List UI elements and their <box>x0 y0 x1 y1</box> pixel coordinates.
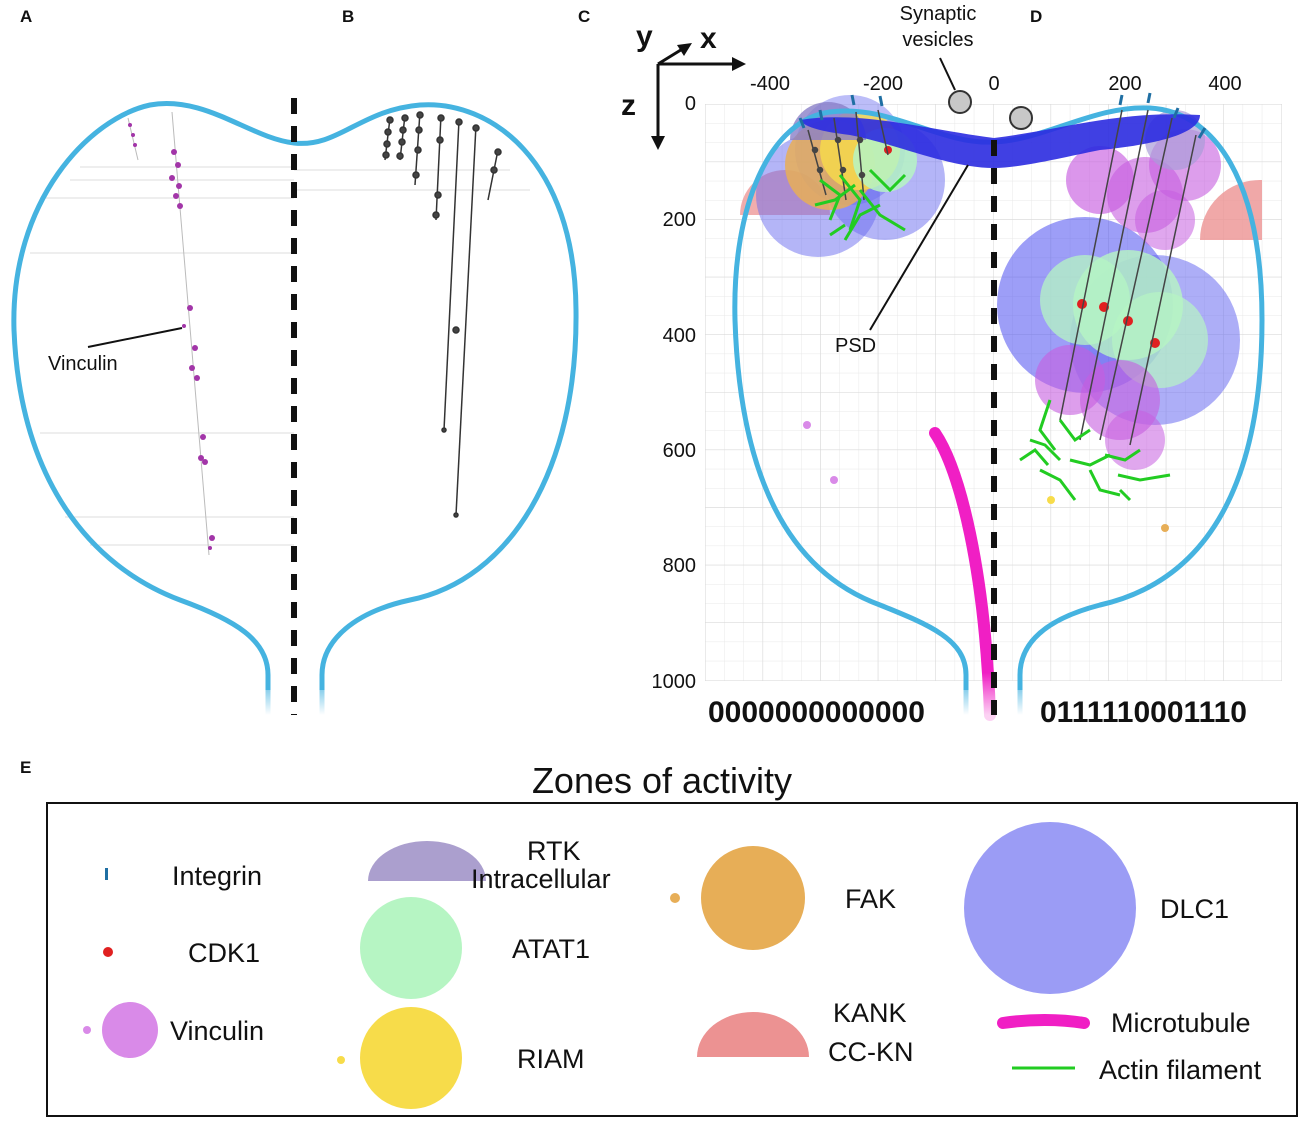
free-vinculin-dot <box>803 421 811 429</box>
panel-c-d-group: C D x y z -400 -200 0 200 400 0 200 <box>578 3 1290 729</box>
vesicle-pointer-line <box>939 57 956 91</box>
legend-actin-label: Actin filament <box>1099 1055 1262 1085</box>
x-tick: -200 <box>863 73 903 95</box>
legend-fak-swatch <box>701 846 805 950</box>
panel-c-letter: C <box>578 7 590 26</box>
legend-integrin-label: Integrin <box>172 861 262 891</box>
panel-a-b-group: A B <box>11 7 579 718</box>
legend-rtk-label-1: RTK <box>527 836 581 866</box>
legend-vinculin-small-swatch <box>83 1026 91 1034</box>
psd-label: PSD <box>835 335 876 357</box>
psd-band <box>800 114 1200 168</box>
legend-cdk1-swatch <box>103 947 113 957</box>
legend-kank-label-1: KANK <box>833 998 907 1028</box>
legend-vinculin-label: Vinculin <box>170 1016 264 1046</box>
microtubule <box>929 427 996 721</box>
synaptic-label-line1: Synaptic <box>900 3 977 25</box>
z-tick: 800 <box>663 555 696 577</box>
axes-indicator <box>651 43 746 150</box>
legend-riam-small-swatch <box>337 1056 345 1064</box>
legend-dlc1-swatch <box>964 822 1136 994</box>
x-tick-labels: -400 -200 0 200 400 <box>750 73 1242 95</box>
panel-d-filaments <box>1059 109 1197 446</box>
panel-a-letter: A <box>20 7 32 26</box>
legend-riam-swatch <box>360 1007 462 1109</box>
y-axis-label: y <box>636 20 653 53</box>
panel-c-binary-code: 0000000000000 <box>708 696 925 729</box>
legend-vinculin-swatch <box>102 1002 158 1058</box>
x-tick: 200 <box>1108 73 1141 95</box>
z-tick: 600 <box>663 440 696 462</box>
synaptic-vesicle <box>948 90 972 114</box>
x-tick: -400 <box>750 73 790 95</box>
x-tick: 0 <box>988 73 999 95</box>
x-tick: 400 <box>1208 73 1241 95</box>
legend-box <box>46 802 1298 1117</box>
panel-c-actin <box>814 168 907 241</box>
legend-kank-label-2: CC-KN <box>828 1037 914 1067</box>
synaptic-label-line2: vesicles <box>902 29 973 51</box>
legend-fak-label: FAK <box>845 884 896 914</box>
z-tick: 200 <box>663 209 696 231</box>
integrin-marks <box>798 92 1207 139</box>
legend-atat1-label: ATAT1 <box>512 934 590 964</box>
legend-cdk1-label: CDK1 <box>188 938 260 968</box>
panel-b-chains <box>382 111 502 518</box>
psd-pointer-line <box>869 164 969 331</box>
z-tick: 400 <box>663 325 696 347</box>
panel-d-actin <box>1019 399 1171 502</box>
legend-fak-small-swatch <box>670 893 680 903</box>
free-riam-dot <box>1047 496 1055 504</box>
legend-title: Zones of activity <box>532 760 792 801</box>
panel-b-letter: B <box>342 7 354 26</box>
panel-a-level-lines <box>30 166 294 546</box>
panel-e-letter: E <box>20 758 31 777</box>
legend-riam-label: RIAM <box>517 1044 585 1074</box>
legend-rtk-label-2: Intracellular <box>471 864 611 894</box>
z-tick: 1000 <box>652 671 697 693</box>
legend-microtubule-label: Microtubule <box>1111 1008 1251 1038</box>
legend-atat1-swatch <box>360 897 462 999</box>
x-axis-label: x <box>700 22 717 55</box>
legend-microtubule-swatch <box>997 1014 1090 1029</box>
panel-a-vinculin-chain: Vinculin <box>48 111 215 556</box>
panel-d-zones <box>997 110 1262 470</box>
z-tick: 0 <box>685 93 696 115</box>
panel-ab-membrane <box>11 101 579 715</box>
free-fak-dot <box>1161 524 1169 532</box>
legend-integrin-swatch <box>105 868 108 880</box>
z-tick-labels: 0 200 400 600 800 1000 <box>652 93 697 693</box>
z-axis-label: z <box>621 89 636 122</box>
legend-panel: E Zones of activity Integrin CDK1 Vincul… <box>20 758 1298 1117</box>
free-vinculin-dot <box>830 476 838 484</box>
legend-rtk-swatch <box>368 841 486 881</box>
synaptic-vesicle <box>1009 106 1033 130</box>
legend-dlc1-label: DLC1 <box>1160 894 1229 924</box>
legend-kank-swatch <box>697 1012 809 1057</box>
panel-d-binary-code: 0111110001110 <box>1040 696 1247 729</box>
panel-a-vinculin-label: Vinculin <box>48 353 118 375</box>
panel-d-letter: D <box>1030 7 1042 26</box>
vinculin-pointer-line <box>87 327 183 348</box>
panel-c-filaments <box>807 109 889 201</box>
